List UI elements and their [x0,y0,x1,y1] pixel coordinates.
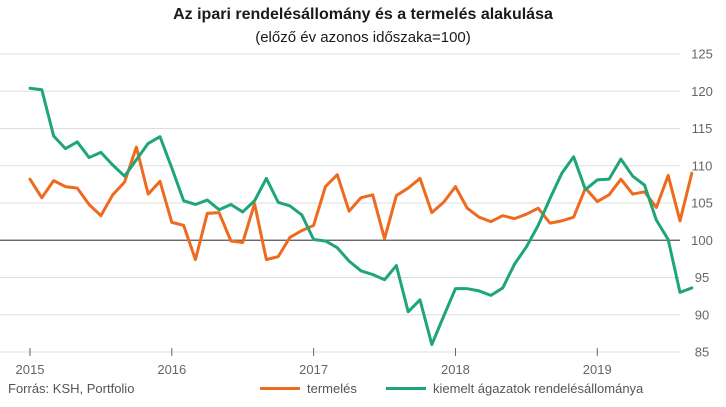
x-tick-label: 2016 [157,362,186,377]
y-axis: 85 90 95 100 105 110 115 120 125 [691,47,713,360]
source-note: Forrás: KSH, Portfolio [8,381,135,396]
series-lines [28,86,694,347]
x-tick-label: 2015 [16,362,45,377]
x-tick-label: 2019 [583,362,612,377]
x-tick-label: 2018 [441,362,470,377]
chart-title: Az ipari rendelésállomány és a termelés … [173,6,553,23]
y-tick-label: 110 [692,158,713,173]
series-line-rendelesallomany [28,86,694,347]
y-tick-label: 105 [691,196,713,211]
legend-item-termeles: termelés [260,381,357,396]
legend-swatch-termeles [260,387,300,390]
y-tick-label: 95 [695,270,709,285]
chart-subtitle: (előző év azonos időszaka=100) [255,29,471,46]
y-tick-label: 85 [695,345,709,360]
legend-label-termeles: termelés [307,381,357,396]
y-tick-label: 90 [695,307,709,322]
legend-item-rendelesallomany: kiemelt ágazatok rendelésállománya [386,381,643,396]
legend-label-rendelesallomany: kiemelt ágazatok rendelésállománya [433,381,644,396]
y-tick-label: 100 [691,233,713,248]
series-line-termeles [28,145,694,262]
legend-swatch-rendelesallomany [386,387,426,390]
y-tick-label: 120 [691,84,713,99]
x-tick-label: 2017 [299,362,328,377]
y-tick-label: 125 [691,47,713,62]
y-tick-label: 115 [692,121,713,136]
x-axis: 2015 2016 2017 2018 2019 [16,348,612,377]
